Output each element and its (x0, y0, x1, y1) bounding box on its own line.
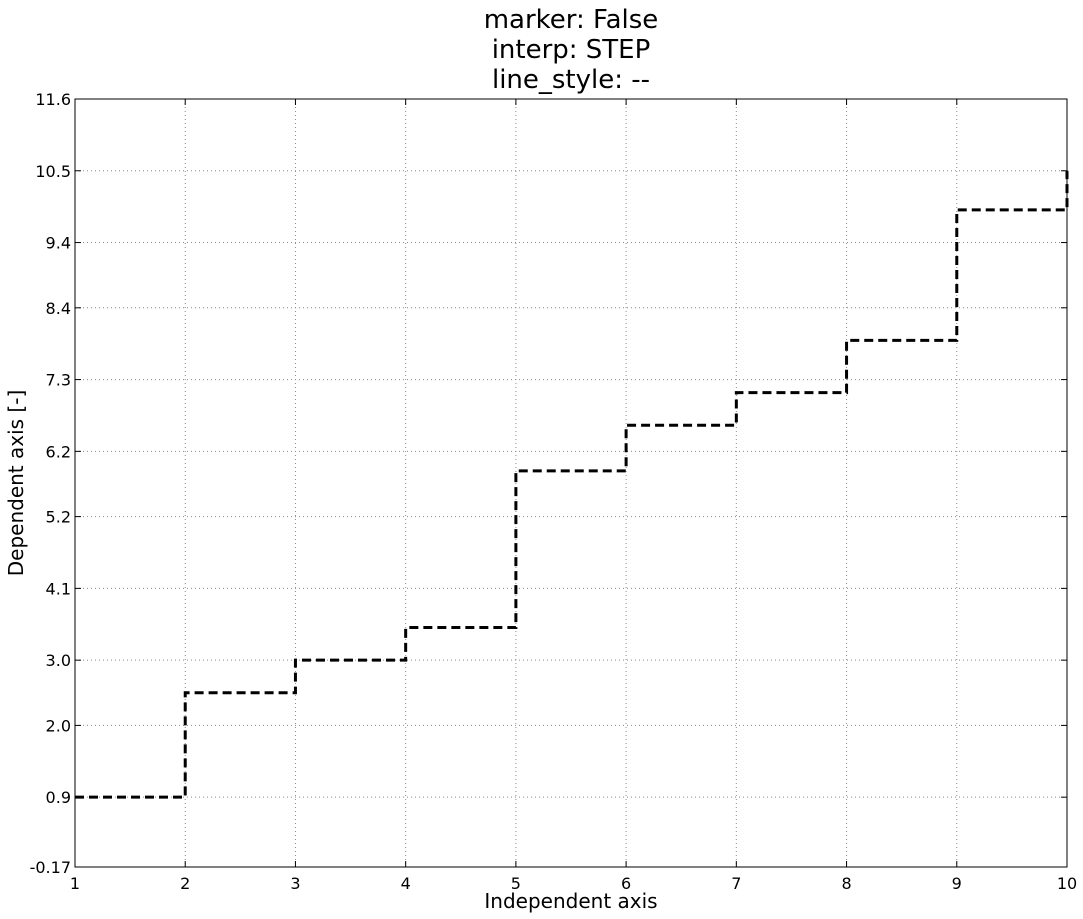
y-axis-ticks: -0.17 0.9 2.0 3.0 4.1 5.2 6.2 7.3 8.4 9.4 10.5 11.6 (30, 90, 1067, 877)
y-tick-label: -0.17 (30, 858, 71, 877)
y-tick-label: 7.3 (46, 371, 71, 390)
x-axis-ticks: 1 2 3 4 5 6 7 8 9 10 (70, 99, 1077, 893)
plot-frame (74, 98, 1068, 868)
y-tick-label: 0.9 (46, 788, 71, 807)
series-group (75, 170, 1069, 799)
x-tick-label: 8 (841, 874, 851, 893)
y-tick-label: 8.4 (46, 299, 71, 318)
title-line-2: interp: STEP (492, 35, 651, 65)
y-tick-label: 11.6 (35, 90, 71, 109)
x-tick-label: 6 (621, 874, 631, 893)
x-tick-label: 2 (180, 874, 190, 893)
y-tick-label: 10.5 (35, 162, 71, 181)
x-tick-label: 3 (290, 874, 300, 893)
x-tick-label: 10 (1057, 874, 1077, 893)
title-line-3: line_style: -- (492, 65, 650, 95)
y-tick-label: 5.2 (46, 508, 71, 527)
series-step-line (75, 170, 1069, 799)
chart-title: marker: False interp: STEP line_style: -… (484, 5, 659, 95)
grid (74, 98, 1068, 868)
y-tick-label: 9.4 (46, 234, 71, 253)
title-line-1: marker: False (484, 5, 659, 35)
x-tick-label: 1 (70, 874, 80, 893)
x-tick-label: 7 (731, 874, 741, 893)
x-tick-label: 5 (511, 874, 521, 893)
y-tick-label: 3.0 (46, 651, 71, 670)
y-axis-label: Dependent axis [-] (4, 390, 28, 577)
y-tick-label: 4.1 (46, 579, 71, 598)
x-tick-label: 9 (952, 874, 962, 893)
y-tick-label: 2.0 (46, 716, 71, 735)
x-tick-label: 4 (401, 874, 411, 893)
x-axis-label: Independent axis (484, 889, 657, 913)
y-tick-label: 6.2 (46, 442, 71, 461)
